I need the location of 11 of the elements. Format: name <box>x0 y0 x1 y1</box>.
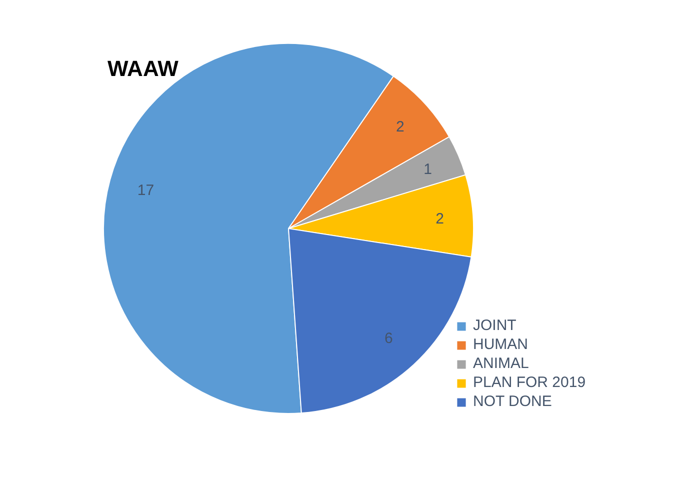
data-label: 17 <box>137 182 154 199</box>
legend-label: ANIMAL <box>473 355 529 372</box>
data-label: 2 <box>436 210 444 228</box>
data-label: 1 <box>424 161 432 178</box>
data-label: 6 <box>384 330 393 347</box>
text: WAAW <box>108 56 179 81</box>
data-label: 2 <box>396 118 404 136</box>
legend-label: HUMAN <box>473 336 528 353</box>
legend-label: PLAN FOR 2019 <box>473 374 586 391</box>
legend-label: NOT DONE <box>473 393 552 410</box>
legend-label: JOINT <box>473 317 516 334</box>
